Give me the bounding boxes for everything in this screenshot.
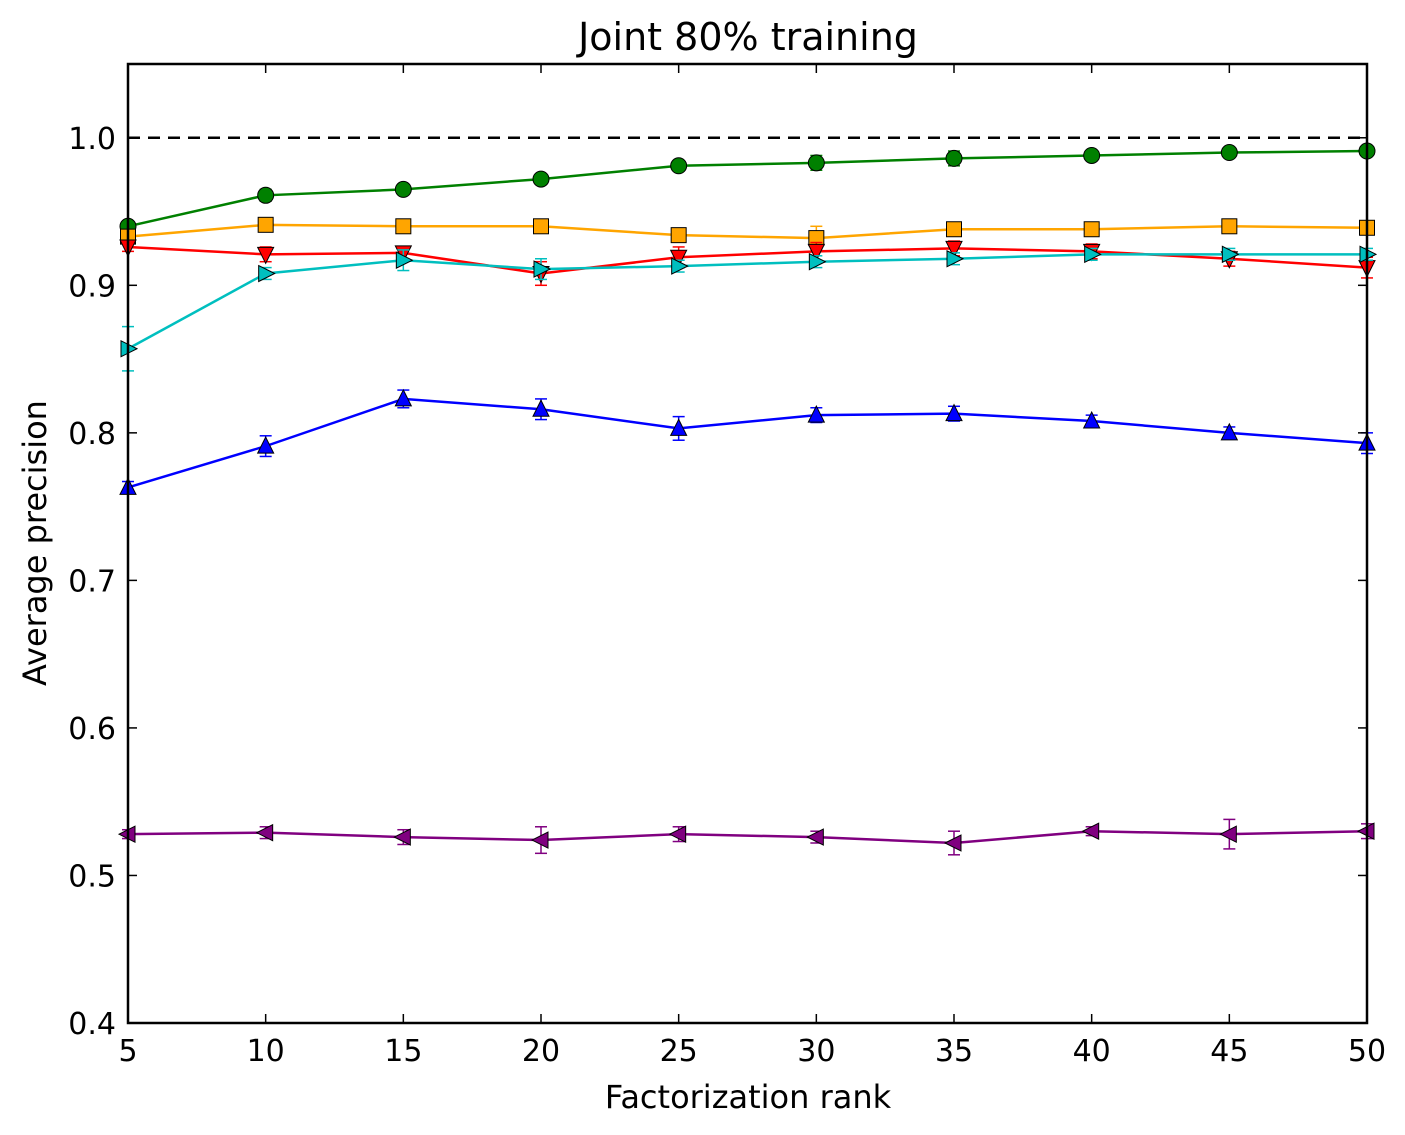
- data-point: [393, 828, 411, 846]
- data-point: [1219, 825, 1237, 843]
- data-point: [669, 418, 688, 436]
- x-tick-label: 20: [522, 1034, 560, 1069]
- data-point: [532, 399, 550, 417]
- data-point: [945, 149, 963, 167]
- data-point: [668, 825, 687, 843]
- data-point: [532, 170, 550, 188]
- data-point: [1083, 221, 1100, 238]
- data-point: [946, 221, 962, 238]
- x-tick-label: 10: [247, 1034, 285, 1069]
- data-point: [946, 249, 965, 268]
- data-point: [671, 257, 689, 275]
- series-4: [120, 245, 1378, 372]
- chart-title: Joint 80% training: [576, 15, 918, 59]
- data-point: [807, 405, 826, 423]
- data-point: [255, 823, 274, 842]
- y-tick-label: 0.4: [68, 1007, 116, 1042]
- data-point: [670, 157, 688, 175]
- x-tick-label: 15: [384, 1034, 422, 1069]
- series-6: [117, 818, 1375, 856]
- x-tick-label: 35: [935, 1034, 973, 1069]
- x-axis-label: Factorization rank: [605, 1078, 892, 1116]
- data-point: [257, 186, 275, 204]
- data-point: [669, 249, 688, 268]
- data-point: [394, 388, 413, 407]
- x-tick-label: 30: [797, 1034, 835, 1069]
- y-axis-label: Average precision: [16, 400, 54, 686]
- data-point: [1081, 822, 1100, 841]
- data-point: [945, 240, 963, 259]
- y-tick-label: 0.5: [68, 859, 116, 894]
- y-tick-label: 0.7: [68, 564, 116, 599]
- x-tick-label: 5: [118, 1034, 137, 1069]
- data-point: [530, 831, 549, 849]
- data-point: [945, 403, 963, 422]
- data-point: [395, 251, 414, 270]
- data-point: [257, 216, 274, 233]
- data-point: [1220, 422, 1239, 441]
- data-point: [1082, 410, 1101, 429]
- x-tick-label: 25: [660, 1034, 698, 1069]
- x-tick-label: 40: [1073, 1034, 1111, 1069]
- data-point: [670, 227, 687, 244]
- series-line: [127, 397, 1368, 489]
- x-tick-label: 50: [1348, 1034, 1386, 1069]
- data-point: [1221, 245, 1240, 264]
- series-line: [127, 829, 1368, 845]
- data-point: [533, 260, 552, 278]
- plot-frame: [126, 62, 1369, 1025]
- data-point: [806, 828, 824, 846]
- data-point: [256, 436, 275, 454]
- data-point: [808, 252, 827, 271]
- series-line: [127, 149, 1368, 228]
- y-tick-label: 0.9: [68, 269, 116, 304]
- data-point: [1220, 144, 1238, 162]
- y-tick-label: 1.0: [68, 122, 116, 157]
- data-point: [807, 243, 826, 262]
- data-point: [1084, 245, 1102, 264]
- data-point: [533, 218, 549, 235]
- axes-layer: 5 10 15 20 25 30 35 40 45 50 0.4 0.5 0.6 0.7 0.8 0.9 1.0: [68, 62, 1386, 1069]
- series-line: [127, 223, 1368, 240]
- data-point: [395, 218, 412, 235]
- data-point: [256, 246, 275, 265]
- data-point: [394, 180, 412, 198]
- data-point: [258, 264, 276, 283]
- y-tick-label: 0.6: [68, 712, 116, 747]
- series-line: [127, 253, 1367, 350]
- series-layer: [117, 142, 1378, 856]
- series-1: [119, 142, 1376, 235]
- data-point: [1221, 218, 1238, 235]
- data-point: [1083, 146, 1101, 164]
- y-tick-label: 0.8: [68, 417, 116, 452]
- data-point: [807, 154, 825, 172]
- x-tick-label: 45: [1210, 1034, 1248, 1069]
- data-point: [943, 834, 962, 852]
